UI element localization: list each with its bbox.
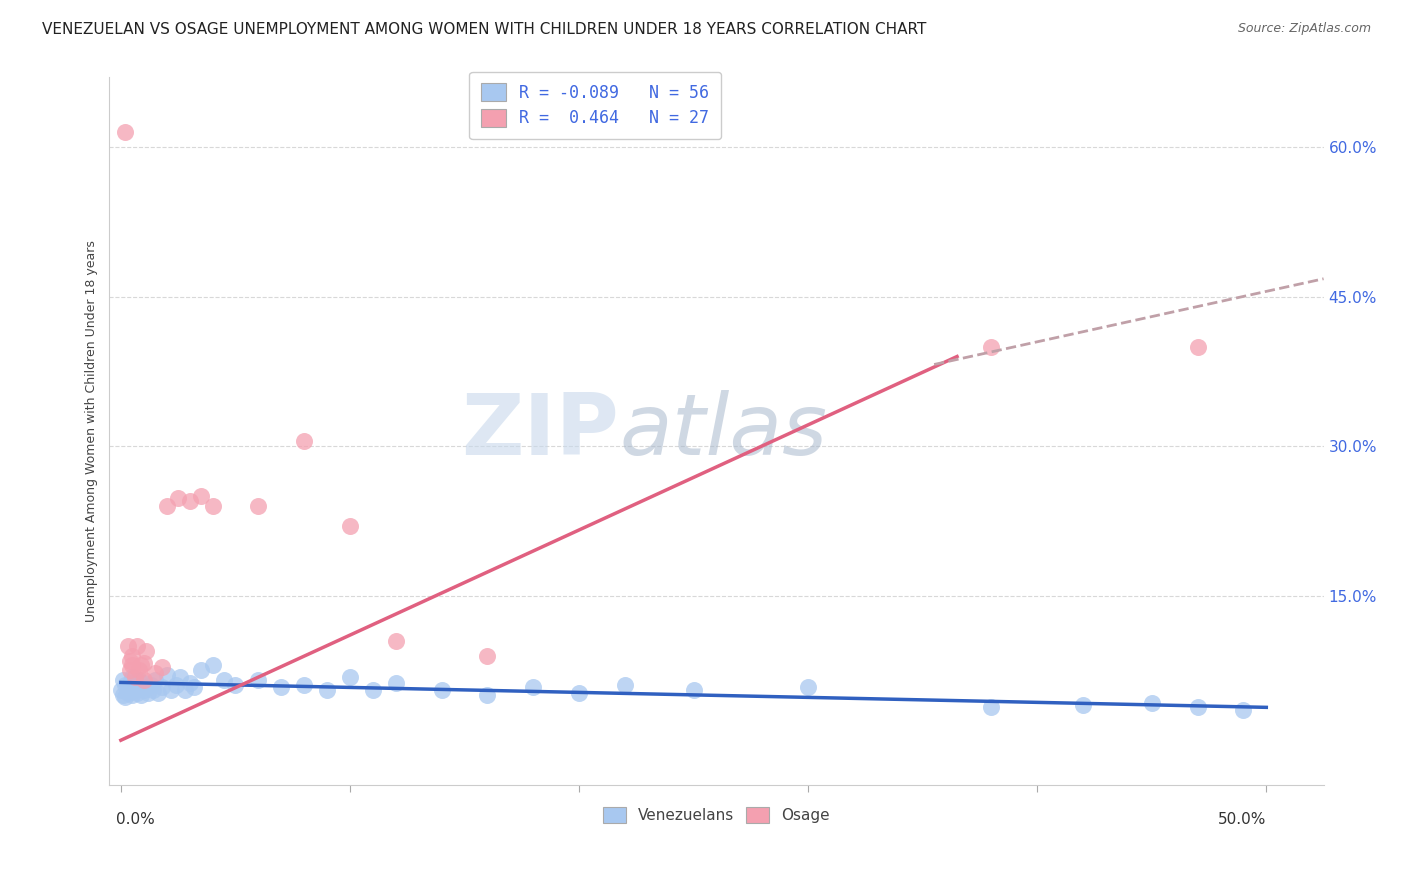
Point (124, 683, 146, 698)
Point (132, 683, 155, 698)
Point (179, 494, 201, 508)
Point (132, 676, 155, 690)
Text: ZIP: ZIP (461, 390, 620, 473)
Point (797, 681, 820, 695)
Point (292, 434, 315, 449)
Point (270, 681, 292, 695)
Point (477, 689, 499, 703)
Text: VENEZUELAN VS OSAGE UNEMPLOYMENT AMONG WOMEN WITH CHILDREN UNDER 18 YEARS CORREL: VENEZUELAN VS OSAGE UNEMPLOYMENT AMONG W… (42, 22, 927, 37)
Point (142, 683, 165, 698)
Point (1071, 698, 1094, 713)
Point (1232, 703, 1254, 717)
Point (128, 673, 150, 688)
Point (160, 683, 183, 698)
Point (114, 678, 136, 692)
Point (361, 683, 384, 698)
Point (212, 673, 235, 688)
Point (292, 678, 315, 692)
Point (150, 681, 173, 695)
Point (477, 648, 499, 663)
Text: 0.0%: 0.0% (117, 812, 155, 827)
Point (165, 678, 187, 692)
Point (132, 673, 155, 688)
Text: 50.0%: 50.0% (1218, 812, 1267, 827)
Point (118, 684, 141, 698)
Point (117, 639, 139, 653)
Point (201, 658, 224, 673)
Point (118, 676, 141, 690)
Point (190, 664, 212, 678)
Point (138, 686, 160, 700)
Point (224, 678, 246, 692)
Point (114, 125, 136, 139)
Point (980, 700, 1002, 714)
Point (190, 489, 212, 503)
Y-axis label: Unemployment Among Women with Children Under 18 years: Unemployment Among Women with Children U… (86, 240, 98, 623)
Point (146, 686, 169, 700)
Text: atlas: atlas (620, 390, 827, 473)
Point (430, 683, 453, 698)
Point (980, 340, 1002, 354)
Point (128, 664, 150, 678)
Point (112, 673, 135, 688)
Point (131, 689, 153, 703)
Point (132, 657, 155, 671)
Point (121, 648, 143, 663)
Point (114, 690, 136, 705)
Point (135, 681, 157, 695)
Point (124, 678, 146, 692)
Point (1187, 700, 1209, 714)
Point (112, 689, 135, 703)
Point (247, 673, 270, 688)
Point (384, 676, 406, 690)
Point (1140, 697, 1163, 711)
Point (156, 499, 179, 513)
Point (568, 686, 591, 700)
Point (613, 678, 636, 692)
Point (150, 660, 173, 674)
Point (339, 519, 361, 533)
Point (174, 683, 197, 698)
Point (143, 673, 166, 688)
Point (118, 664, 141, 678)
Point (522, 681, 544, 695)
Point (179, 676, 201, 690)
Point (117, 686, 139, 700)
Point (121, 689, 143, 703)
Point (143, 666, 166, 681)
Legend: Venezuelans, Osage: Venezuelans, Osage (592, 796, 841, 834)
Point (201, 499, 224, 513)
Point (682, 683, 704, 698)
Point (135, 643, 157, 657)
Point (125, 686, 148, 700)
Point (156, 668, 179, 682)
Point (110, 683, 132, 698)
Point (1187, 340, 1209, 354)
Point (169, 670, 191, 684)
Point (139, 678, 162, 692)
Point (247, 499, 270, 513)
Text: Source: ZipAtlas.com: Source: ZipAtlas.com (1237, 22, 1371, 36)
Point (316, 683, 339, 698)
Point (121, 670, 143, 684)
Point (128, 681, 150, 695)
Point (121, 658, 143, 673)
Point (118, 653, 141, 667)
Point (117, 681, 139, 695)
Point (131, 658, 153, 673)
Point (167, 491, 190, 505)
Point (384, 633, 406, 648)
Point (124, 670, 146, 684)
Point (339, 670, 361, 684)
Point (183, 681, 205, 695)
Point (125, 639, 148, 653)
